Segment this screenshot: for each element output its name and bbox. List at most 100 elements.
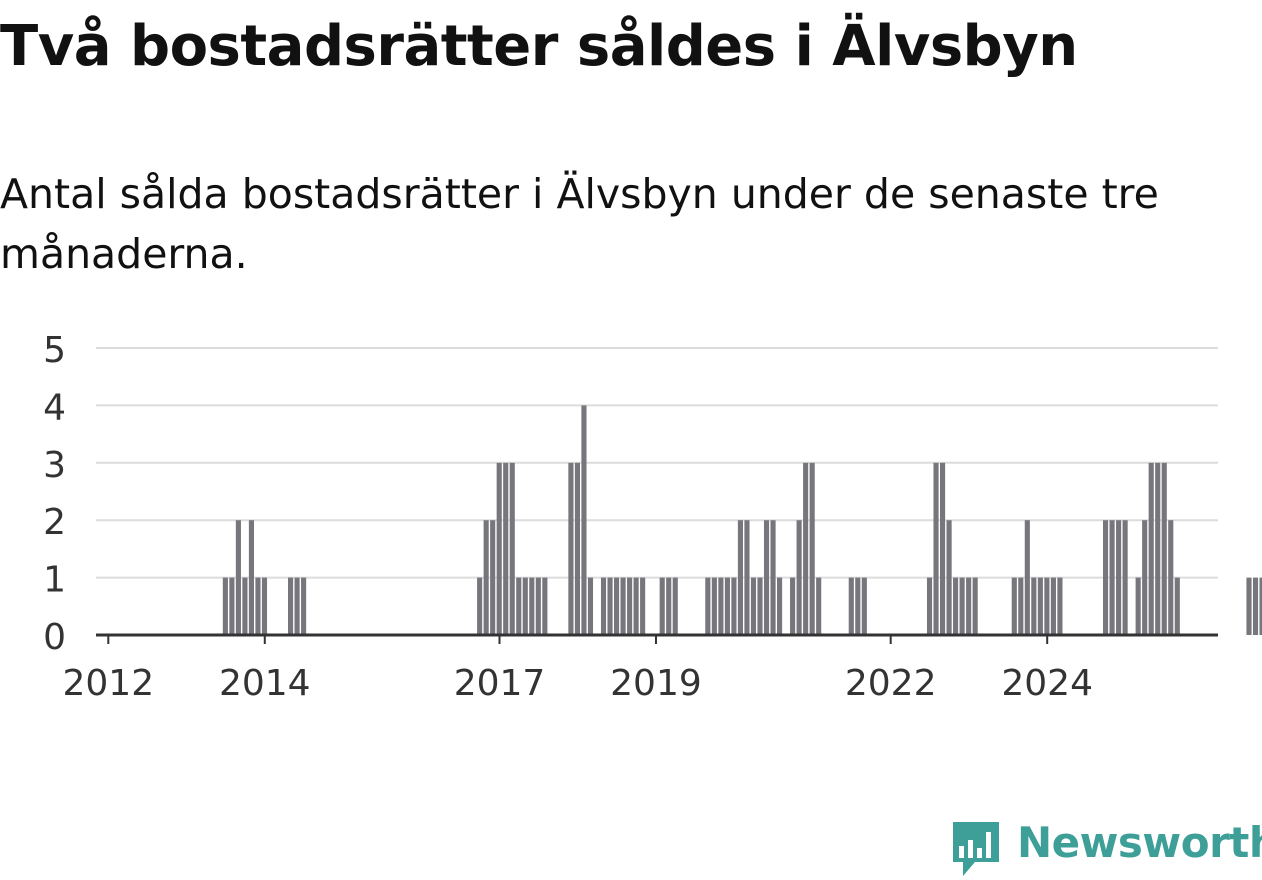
bar — [581, 405, 587, 635]
bar — [790, 577, 796, 635]
bar — [640, 577, 646, 635]
bar — [627, 577, 633, 635]
bar — [711, 577, 717, 635]
bar — [737, 520, 743, 635]
bar — [529, 577, 535, 635]
bar — [940, 462, 946, 635]
bar — [1135, 577, 1141, 635]
bar — [1018, 577, 1024, 635]
bar — [1142, 520, 1148, 635]
bar — [718, 577, 724, 635]
bar — [587, 577, 594, 635]
bar — [620, 577, 626, 635]
bar — [933, 462, 939, 635]
bar — [542, 577, 548, 635]
bar — [809, 462, 815, 635]
bar — [1050, 577, 1056, 635]
bar — [953, 577, 959, 635]
brand-name: Newsworthy — [1017, 818, 1262, 867]
bar — [261, 577, 268, 635]
bar — [926, 577, 933, 635]
bar — [1116, 520, 1122, 635]
x-tick-label: 2024 — [1001, 663, 1093, 704]
bar — [750, 577, 757, 635]
bar — [477, 577, 483, 635]
bar — [777, 577, 783, 635]
newsworthy-chart-icon — [953, 822, 999, 876]
bar — [503, 462, 509, 635]
bar — [522, 577, 528, 635]
x-tick-label: 2019 — [610, 663, 702, 704]
bar — [803, 462, 809, 635]
y-tick-label: 0 — [43, 617, 66, 658]
bar — [1122, 520, 1128, 635]
bar — [1246, 577, 1252, 635]
bar — [1148, 462, 1154, 635]
bar — [972, 577, 978, 635]
bar — [222, 577, 228, 635]
bar — [294, 577, 300, 635]
bar — [855, 577, 861, 635]
x-tick-label: 2017 — [454, 663, 546, 704]
bar — [1057, 577, 1063, 635]
bar — [242, 577, 248, 635]
x-tick-label: 2014 — [219, 663, 311, 704]
bar — [946, 520, 952, 635]
bar — [574, 462, 580, 635]
bar — [659, 577, 665, 635]
bar — [1259, 577, 1262, 635]
bar — [255, 577, 261, 635]
bar — [672, 577, 678, 635]
x-tick-label: 2012 — [62, 663, 154, 704]
bar — [1174, 577, 1180, 635]
bar — [770, 520, 776, 635]
bar — [301, 577, 307, 635]
bar — [235, 520, 241, 635]
bar — [1031, 577, 1037, 635]
bar — [600, 577, 607, 635]
bar — [959, 577, 965, 635]
bar — [1168, 520, 1174, 635]
bar-chart: 0 1 2 3 4 5 2012 2014 2017 2019 2022 2024 2 — [43, 330, 1262, 704]
bar — [288, 577, 294, 635]
bar — [1155, 462, 1161, 635]
bar — [1037, 577, 1043, 635]
bar — [229, 577, 235, 635]
bar — [848, 577, 854, 635]
bar — [607, 577, 613, 635]
bar — [763, 520, 770, 635]
bar — [796, 520, 802, 635]
y-tick-label: 1 — [43, 560, 66, 601]
bar — [614, 577, 620, 635]
bar — [1011, 577, 1017, 635]
bar — [861, 577, 867, 635]
bar — [633, 577, 639, 635]
bar — [757, 577, 763, 635]
bar — [1044, 577, 1050, 635]
bar — [966, 577, 972, 635]
bars — [222, 405, 1262, 635]
y-tick-label: 2 — [43, 502, 66, 543]
y-axis-ticks: 0 1 2 3 4 5 — [43, 330, 66, 658]
bar — [731, 577, 737, 635]
y-tick-label: 4 — [43, 387, 66, 428]
bar — [724, 577, 730, 635]
bar — [490, 520, 496, 635]
bar — [248, 520, 254, 635]
bar — [1024, 520, 1030, 635]
bar — [509, 462, 515, 635]
bar — [1103, 520, 1109, 635]
bar — [1252, 577, 1259, 635]
y-tick-label: 5 — [43, 330, 66, 371]
grid-lines — [96, 347, 1218, 579]
bar — [744, 520, 750, 635]
y-tick-label: 3 — [43, 445, 66, 486]
bar — [666, 577, 672, 635]
bar — [483, 520, 489, 635]
bar — [516, 577, 522, 635]
chart-subtitle: Antal sålda bostadsrätter i Älvsbyn unde… — [0, 170, 1159, 278]
x-tick-label: 2022 — [845, 663, 937, 704]
x-axis-ticks: 2012 2014 2017 2019 2022 2024 — [62, 635, 1093, 704]
bar — [1109, 520, 1115, 635]
bar — [1161, 462, 1167, 635]
